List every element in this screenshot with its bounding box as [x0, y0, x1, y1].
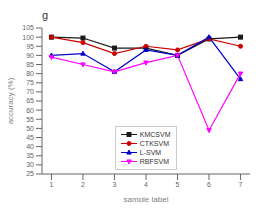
svg-text:50: 50: [26, 125, 34, 132]
svg-text:5: 5: [176, 181, 180, 188]
svg-text:25: 25: [26, 170, 34, 177]
svg-text:85: 85: [26, 61, 34, 68]
svg-text:40: 40: [26, 143, 34, 150]
svg-text:75: 75: [26, 79, 34, 86]
svg-text:30: 30: [26, 161, 34, 168]
html-text:CTKSVM: CTKSVM: [139, 140, 169, 147]
svg-text:7: 7: [239, 181, 243, 188]
svg-text:1: 1: [50, 181, 54, 188]
svg-text:45: 45: [26, 134, 34, 141]
svg-text:2: 2: [81, 181, 85, 188]
svg-text:60: 60: [26, 107, 34, 114]
svg-text:70: 70: [26, 88, 34, 95]
svg-text:65: 65: [26, 97, 34, 104]
svg-text:55: 55: [26, 116, 34, 123]
html-text:KMCSVM: KMCSVM: [139, 131, 171, 138]
svg-text:95: 95: [26, 43, 34, 50]
svg-text:35: 35: [26, 152, 34, 159]
svg-text:4: 4: [144, 181, 148, 188]
svg-text:80: 80: [26, 70, 34, 77]
svg-text:100: 100: [22, 34, 34, 41]
svg-text:accuracy (%): accuracy (%): [8, 77, 15, 124]
html-text:RBFSVM: RBFSVM: [139, 158, 169, 165]
svg-text:105: 105: [22, 24, 34, 31]
svg-text:6: 6: [207, 181, 211, 188]
html-text:g: g: [42, 9, 49, 21]
svg-text:sample label: sample label: [124, 195, 169, 202]
svg-text:90: 90: [26, 52, 34, 59]
html-text:L-SVM: L-SVM: [139, 149, 162, 156]
svg-text:3: 3: [113, 181, 117, 188]
